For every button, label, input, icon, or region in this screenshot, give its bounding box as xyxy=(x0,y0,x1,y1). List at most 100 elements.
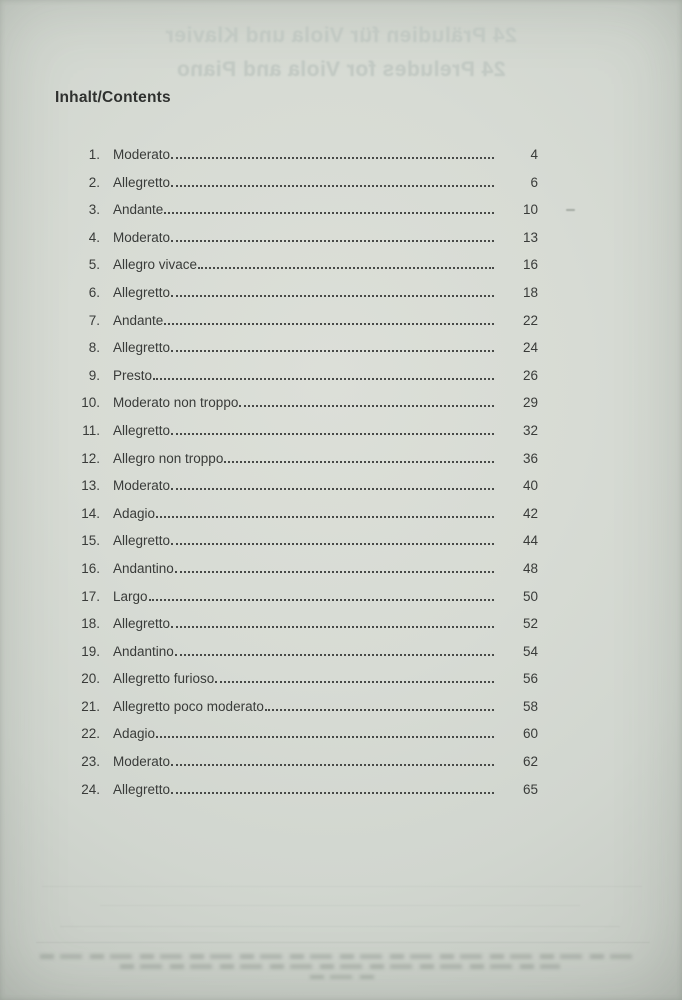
toc-entry-number: 23. xyxy=(81,754,100,770)
dot-leader xyxy=(264,708,494,711)
toc-entry-title-leader: Moderato xyxy=(113,147,498,162)
toc-entry-number: 7. xyxy=(88,312,100,328)
toc-entry-number: 17. xyxy=(81,588,100,604)
toc-entry-number: 5. xyxy=(88,257,100,273)
toc-row: 1. Moderato 4 xyxy=(62,147,538,175)
showthrough-imprint-smudge xyxy=(120,964,560,969)
toc-entry-number: 9. xyxy=(88,367,100,383)
toc-entry-title: Presto xyxy=(113,367,153,383)
toc-entry-page-number: 65 xyxy=(522,781,538,797)
toc-row: 12. Allegro non troppo 36 xyxy=(62,451,538,479)
dot-leader xyxy=(171,791,494,794)
showthrough-title-german: 24 Präludien für Viola und Klavier xyxy=(165,24,517,47)
toc-entry-title-leader: Moderato xyxy=(113,754,498,769)
toc-entry-title: Allegretto xyxy=(113,340,171,356)
toc-entry-title: Allegretto xyxy=(113,284,171,300)
toc-entry-page-number: 60 xyxy=(522,726,538,742)
dot-leader xyxy=(148,598,494,601)
toc-entry-title-leader: Moderato xyxy=(113,230,498,245)
toc-entry-number: 24. xyxy=(81,781,100,797)
toc-entry-page-number: 4 xyxy=(530,147,538,162)
toc-row: 23. Moderato 62 xyxy=(62,754,538,782)
toc-row: 22. Adagio 60 xyxy=(62,726,538,754)
paper-speck xyxy=(566,209,575,211)
toc-entry-page-number: 54 xyxy=(522,643,538,659)
toc-entry-title: Andantino xyxy=(113,560,174,576)
toc-entry-page-number: 62 xyxy=(522,754,538,770)
toc-entry-page-number: 22 xyxy=(522,312,538,328)
showthrough-imprint-smudge xyxy=(40,954,640,959)
toc-row: 24. Allegretto 65 xyxy=(62,782,538,810)
toc-entry-page-number: 13 xyxy=(522,229,538,245)
toc-entry-title: Moderato xyxy=(113,229,171,245)
toc-entry-number: 13. xyxy=(81,478,100,494)
toc-entry-title: Adagio xyxy=(113,726,156,742)
toc-entry-page-number: 32 xyxy=(522,422,538,438)
dot-leader xyxy=(164,322,494,325)
toc-entry-title-leader: Adagio xyxy=(113,726,498,741)
toc-row: 21. Allegretto poco moderato 58 xyxy=(62,699,538,727)
toc-entry-title-leader: Presto xyxy=(113,368,498,383)
toc-row: 18. Allegretto 52 xyxy=(62,616,538,644)
toc-list: 1. Moderato 4 2. Allegretto 6 3. Andante 10 4. Mod… xyxy=(62,147,538,809)
toc-row: 5. Allegro vivace 16 xyxy=(62,257,538,285)
toc-row: 19. Andantino 54 xyxy=(62,644,538,672)
dot-leader xyxy=(171,764,494,767)
toc-entry-number: 10. xyxy=(81,395,100,411)
dot-leader xyxy=(171,184,494,187)
toc-entry-title-leader: Allegretto xyxy=(113,423,498,438)
toc-entry-title-leader: Allegro vivace xyxy=(113,257,498,272)
dot-leader xyxy=(239,405,494,408)
toc-row: 9. Presto 26 xyxy=(62,368,538,396)
toc-entry-title: Allegro vivace xyxy=(113,257,198,273)
toc-entry-title-leader: Allegretto xyxy=(113,782,498,797)
dot-leader xyxy=(156,515,494,518)
toc-entry-number: 14. xyxy=(81,505,100,521)
toc-entry-number: 19. xyxy=(81,643,100,659)
dot-leader xyxy=(224,460,494,463)
toc-entry-title: Andantino xyxy=(113,643,174,659)
toc-entry-title: Allegretto furioso xyxy=(113,671,215,687)
dot-leader xyxy=(174,570,494,573)
toc-entry-title-leader: Allegretto furioso xyxy=(113,671,498,686)
toc-entry-number: 12. xyxy=(81,450,100,466)
dot-leader xyxy=(171,157,494,159)
toc-entry-page-number: 48 xyxy=(522,560,538,576)
showthrough-staff-line xyxy=(36,942,650,943)
toc-row: 3. Andante 10 xyxy=(62,202,538,230)
page-title: Inhalt/Contents xyxy=(55,89,171,106)
toc-entry-title-leader: Allegretto xyxy=(113,175,498,190)
toc-entry-number: 4. xyxy=(88,229,100,245)
toc-entry-title: Allegretto xyxy=(113,616,171,632)
toc-entry-page-number: 52 xyxy=(522,616,538,632)
toc-entry-title-leader: Allegretto xyxy=(113,616,498,631)
toc-entry-number: 18. xyxy=(81,616,100,632)
toc-entry-title-leader: Andante xyxy=(113,313,498,328)
toc-row: 20. Allegretto furioso 56 xyxy=(62,671,538,699)
toc-entry-title-leader: Andante xyxy=(113,202,498,217)
toc-entry-title: Moderato xyxy=(113,147,171,162)
toc-entry-number: 3. xyxy=(88,202,100,218)
showthrough-imprint-smudge xyxy=(310,975,374,979)
toc-entry-title-leader: Allegretto xyxy=(113,340,498,355)
toc-row: 16. Andantino 48 xyxy=(62,561,538,589)
toc-row: 4. Moderato 13 xyxy=(62,230,538,258)
showthrough-staff-line xyxy=(42,886,642,887)
showthrough-title-english: 24 Preludes for Viola and Piano xyxy=(176,58,506,81)
toc-entry-number: 11. xyxy=(82,422,100,438)
toc-entry-page-number: 36 xyxy=(522,450,538,466)
dot-leader xyxy=(171,350,494,353)
dot-leader xyxy=(153,377,494,380)
toc-entry-title: Andante xyxy=(113,202,164,218)
toc-row: 13. Moderato 40 xyxy=(62,478,538,506)
toc-entry-page-number: 40 xyxy=(522,478,538,494)
toc-entry-title: Allegro non troppo xyxy=(113,450,224,466)
toc-entry-title-leader: Moderato non troppo xyxy=(113,395,498,410)
toc-entry-title: Moderato non troppo xyxy=(113,395,239,411)
toc-entry-page-number: 29 xyxy=(522,395,538,411)
toc-entry-number: 6. xyxy=(88,284,100,300)
toc-entry-number: 21. xyxy=(81,698,100,714)
toc-entry-title: Andante xyxy=(113,312,164,328)
toc-entry-title-leader: Andantino xyxy=(113,644,498,659)
